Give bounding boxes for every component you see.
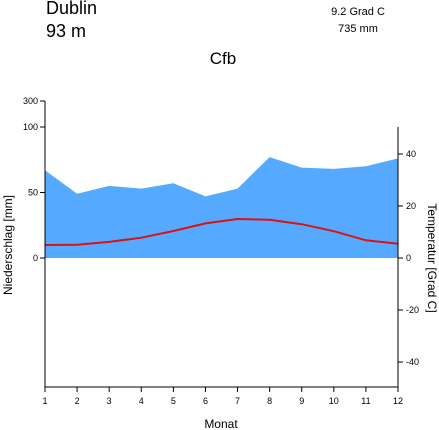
annual-precipitation: 735 mm [338,23,378,35]
x-axis-tick-label: 6 [203,396,208,406]
left-axis-tick-label: 300 [23,96,38,106]
x-axis-tick-label: 4 [139,396,144,406]
x-axis-tick-label: 8 [267,396,272,406]
right-axis-tick-label: -20 [406,305,419,315]
right-axis-tick-label: 0 [406,253,411,263]
precipitation-area [45,157,398,258]
x-axis-tick-label: 1 [42,396,47,406]
left-axis-tick-label: 50 [28,188,38,198]
left-axis-tick-label: 100 [23,122,38,132]
right-axis-tick-label: -40 [406,357,419,367]
station-name: Dublin [46,0,98,18]
x-axis-tick-label: 11 [361,396,370,406]
temperature-line [44,217,399,246]
x-axis-tick-label: 5 [171,396,176,406]
x-axis-title: Monat [204,417,238,430]
right-axis-tick-label: 40 [406,149,416,159]
mean-temperature: 9.2 Grad C [331,6,385,18]
x-axis-tick-label: 12 [393,396,403,406]
x-axis-tick-label: 7 [235,396,240,406]
right-axis-tick-label: 20 [406,201,416,211]
climate-classification: Cfb [209,49,237,68]
x-axis-tick-label: 3 [107,396,112,406]
x-axis-tick-label: 9 [299,396,304,406]
right-axis-title: Temperatur [Grad C] [425,203,439,312]
left-axis-title: Niederschlag [mm] [1,195,15,295]
x-axis-tick-label: 10 [329,396,339,406]
station-elevation: 93 m [46,21,87,41]
x-axis-tick-label: 2 [75,396,80,406]
left-axis-tick-label: 0 [33,253,38,263]
